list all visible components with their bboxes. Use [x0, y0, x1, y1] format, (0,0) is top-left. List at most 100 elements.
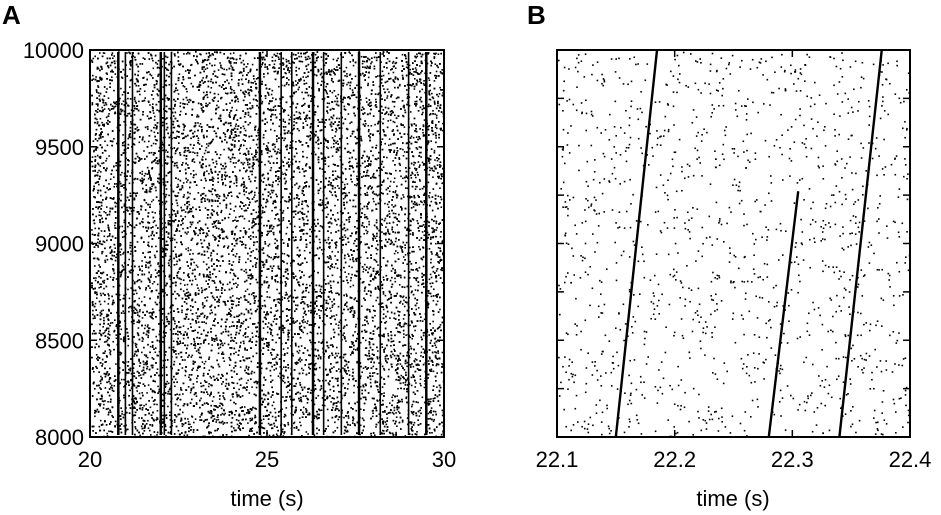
spike-dot	[223, 245, 226, 247]
spike-dot	[100, 382, 102, 385]
spike-dot	[235, 109, 238, 111]
spike-dot	[172, 349, 174, 351]
spike-dot	[270, 307, 272, 309]
spike-dot	[204, 68, 207, 71]
spike-dot	[220, 421, 223, 424]
spike-dot	[306, 204, 309, 207]
spike-dot	[354, 184, 356, 186]
spike-dot	[155, 245, 157, 248]
spike-dot	[327, 147, 329, 150]
spike-dot	[352, 60, 354, 62]
spike-dot	[255, 386, 258, 389]
spike-dot	[301, 298, 303, 301]
spike-dot	[103, 341, 106, 343]
spike-dot	[272, 258, 275, 261]
spike-dot	[109, 352, 111, 354]
spike-dot	[157, 94, 159, 97]
spike-dot	[134, 177, 137, 180]
spike-dot	[211, 279, 214, 282]
spike-dot	[375, 299, 377, 302]
spike-dot	[394, 191, 397, 194]
spike-dot	[203, 379, 206, 382]
spike-dot	[356, 360, 358, 363]
spike-dot	[404, 247, 406, 249]
spike-dot	[192, 269, 194, 272]
spike-dot	[272, 113, 274, 116]
spike-dot	[309, 331, 312, 334]
spike-dot	[282, 380, 285, 383]
spike-dot	[391, 241, 393, 243]
spike-dot	[147, 384, 150, 386]
spike-dot	[362, 112, 364, 115]
spike-dot	[351, 273, 353, 276]
spike-dot	[415, 69, 418, 71]
spike-dot	[204, 207, 207, 209]
spike-dot	[251, 408, 253, 410]
spike-dot	[143, 404, 145, 407]
spike-dot	[221, 67, 224, 70]
spike-dot	[359, 235, 362, 238]
spike-dot	[188, 149, 190, 152]
spike-dot	[365, 67, 368, 69]
spike-dot	[289, 223, 292, 225]
spike-dot	[266, 291, 268, 293]
spike-dot	[328, 102, 331, 105]
spike-dot	[415, 308, 418, 311]
spike-dot	[337, 305, 340, 308]
spike-dot	[174, 290, 176, 293]
spike-dot	[283, 139, 285, 142]
spike-dot	[344, 319, 347, 321]
spike-dot	[421, 225, 423, 227]
spike-dot	[129, 68, 131, 70]
spike-dot	[247, 412, 250, 415]
spike-dot	[382, 308, 385, 311]
spike-dot	[195, 402, 198, 404]
spike-dot	[267, 313, 270, 315]
spike-dot	[437, 95, 440, 98]
spike-dot	[349, 285, 352, 288]
spike-dot	[93, 370, 95, 373]
spike-dot	[431, 227, 433, 229]
spike-dot	[221, 228, 223, 230]
spike-dot	[410, 384, 413, 387]
spike-dot	[375, 98, 377, 101]
spike-dot	[309, 57, 311, 60]
spike-dot	[175, 297, 177, 300]
spike-dot	[317, 147, 320, 150]
spike-dot	[151, 308, 154, 310]
spike-dot	[184, 369, 187, 372]
spike-dot	[261, 100, 264, 103]
spike-dot	[234, 166, 236, 168]
spike-dot	[248, 412, 251, 414]
spike-dot	[298, 129, 300, 132]
spike-dot	[128, 306, 130, 309]
spike-dot	[393, 252, 396, 255]
spike-dot	[104, 387, 107, 389]
spike-dot	[123, 413, 125, 416]
spike-dot	[138, 417, 140, 419]
spike-dot	[320, 56, 323, 58]
spike-dot	[230, 231, 233, 233]
spike-dot	[301, 91, 303, 94]
spike-dot	[434, 126, 437, 128]
spike-dot	[139, 374, 142, 376]
spike-dot	[390, 242, 393, 245]
spike-dot	[154, 269, 157, 271]
spike-dot	[370, 125, 373, 127]
spike-dot	[228, 364, 231, 366]
spike-dot	[150, 151, 153, 154]
spike-dot	[416, 185, 418, 188]
spike-dot	[171, 208, 174, 211]
spike-dot	[161, 250, 164, 253]
spike-dot	[384, 113, 386, 115]
spike-dot	[192, 158, 195, 160]
spike-dot	[395, 412, 397, 414]
spike-dot	[335, 314, 338, 316]
spike-dot	[114, 105, 117, 108]
spike-dot	[255, 236, 257, 238]
spike-dot	[382, 399, 384, 402]
spike-dot	[217, 193, 219, 196]
spike-dot	[171, 378, 174, 381]
spike-dot	[193, 130, 196, 133]
spike-dot	[409, 277, 411, 279]
